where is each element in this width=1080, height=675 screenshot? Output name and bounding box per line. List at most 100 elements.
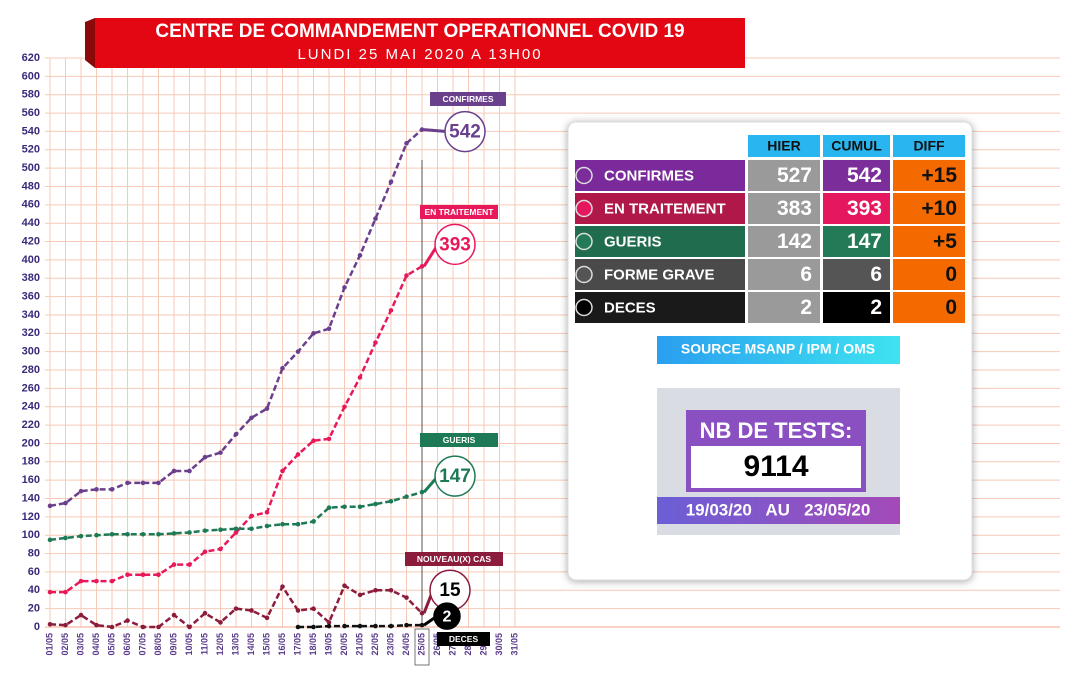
series-point	[47, 589, 53, 595]
series-point	[233, 526, 239, 532]
series-point	[264, 523, 270, 529]
source-bar	[657, 336, 900, 364]
series-point	[295, 349, 301, 354]
x-tick-label: 13/05	[230, 633, 240, 656]
table-text: EN TRAITEMENT	[604, 200, 726, 217]
series-point	[388, 587, 394, 593]
tests-value-bg	[691, 446, 861, 488]
series-point	[187, 530, 192, 535]
series-point	[233, 431, 239, 437]
tests-title: NB DE TESTS:	[700, 418, 853, 443]
y-tick-label: 100	[22, 529, 40, 541]
table-cell	[748, 160, 820, 191]
callout-label-bg	[420, 205, 498, 219]
x-tick-label: 10/05	[184, 633, 194, 656]
table-text: 2	[800, 296, 812, 319]
series-point	[404, 494, 409, 499]
table-header-cell	[748, 135, 820, 157]
series-point	[357, 623, 363, 629]
series-point	[171, 531, 177, 536]
series-point	[63, 622, 68, 628]
series-point	[202, 610, 208, 616]
series-point	[94, 532, 99, 538]
x-tick-label: 14/05	[246, 633, 256, 656]
series-point	[125, 532, 130, 537]
x-tick-label: 18/05	[308, 633, 318, 656]
series-point	[125, 618, 130, 623]
x-tick-label: 08/05	[153, 633, 163, 656]
y-tick-label: 340	[22, 309, 40, 321]
tests-period: 19/03/20 AU 23/05/20	[686, 500, 871, 519]
callout-circle	[444, 110, 486, 153]
y-tick-label: 160	[22, 474, 40, 486]
series-line	[298, 623, 422, 629]
series-point	[218, 546, 223, 552]
y-tick-label: 280	[22, 364, 40, 376]
series-point	[404, 141, 409, 146]
y-tick-label: 220	[22, 419, 40, 431]
x-tick-label: 01/05	[44, 633, 54, 656]
table-text: 383	[777, 197, 812, 220]
series-point	[202, 528, 208, 533]
y-tick-label: 120	[22, 511, 40, 523]
series-point	[47, 537, 53, 543]
series-point	[264, 509, 270, 515]
series-point	[171, 468, 177, 474]
series-point	[388, 308, 394, 313]
series-point	[280, 584, 285, 589]
series-point	[140, 480, 146, 486]
series-point	[94, 578, 99, 584]
series-point	[264, 615, 270, 621]
series-point	[171, 612, 177, 618]
plot-area: 0204060801001201401601802002202402602803…	[22, 52, 1060, 666]
series-point	[326, 436, 332, 442]
x-tick-label: 31/05	[509, 633, 519, 656]
callout-circle	[434, 455, 476, 497]
series-point	[78, 533, 84, 539]
series-point	[187, 468, 192, 474]
series-point	[125, 480, 130, 486]
table-cell	[748, 259, 820, 290]
series-point	[373, 216, 378, 221]
y-tick-label: 520	[22, 144, 40, 156]
series-point	[47, 503, 53, 509]
series-point	[373, 623, 378, 629]
table-cell	[823, 226, 890, 257]
table-cell	[823, 259, 890, 290]
series-point	[109, 578, 115, 584]
series-point	[249, 415, 254, 421]
y-tick-label: 460	[22, 199, 40, 211]
y-tick-label: 580	[22, 89, 40, 101]
series-point	[404, 622, 409, 628]
callout-value: 2	[443, 608, 452, 625]
x-tick-label: 05/05	[106, 633, 116, 656]
x-tick-label: 21/05	[354, 633, 364, 656]
series-point	[373, 587, 378, 593]
callout-label: CONFIRMES	[443, 94, 494, 104]
table-cell	[823, 193, 890, 224]
x-tick-label: 22/05	[370, 633, 380, 656]
y-tick-label: 600	[22, 70, 40, 82]
series-point	[140, 572, 146, 577]
callout-label-bg	[437, 632, 490, 646]
table-cell	[893, 160, 965, 191]
series-point	[404, 595, 409, 600]
series-point	[280, 365, 285, 371]
series-point	[280, 521, 285, 527]
series-point	[373, 501, 378, 507]
x-tick-label: 17/05	[292, 633, 302, 656]
series-point	[357, 592, 363, 598]
series-point	[311, 624, 316, 630]
callout-label: NOUVEAU(X) CAS	[417, 554, 491, 564]
y-tick-label: 440	[22, 217, 40, 229]
table-cell	[575, 226, 745, 257]
series-point	[357, 375, 363, 380]
x-tick-label: 02/05	[60, 633, 70, 656]
series-point	[342, 583, 347, 589]
tests-value: 9114	[743, 450, 808, 483]
callout-value: 542	[449, 122, 481, 143]
table-text: 527	[777, 164, 812, 187]
table-text: 0	[945, 296, 957, 319]
x-tick-label: 30/05	[494, 633, 504, 656]
y-tick-label: 560	[22, 107, 40, 119]
